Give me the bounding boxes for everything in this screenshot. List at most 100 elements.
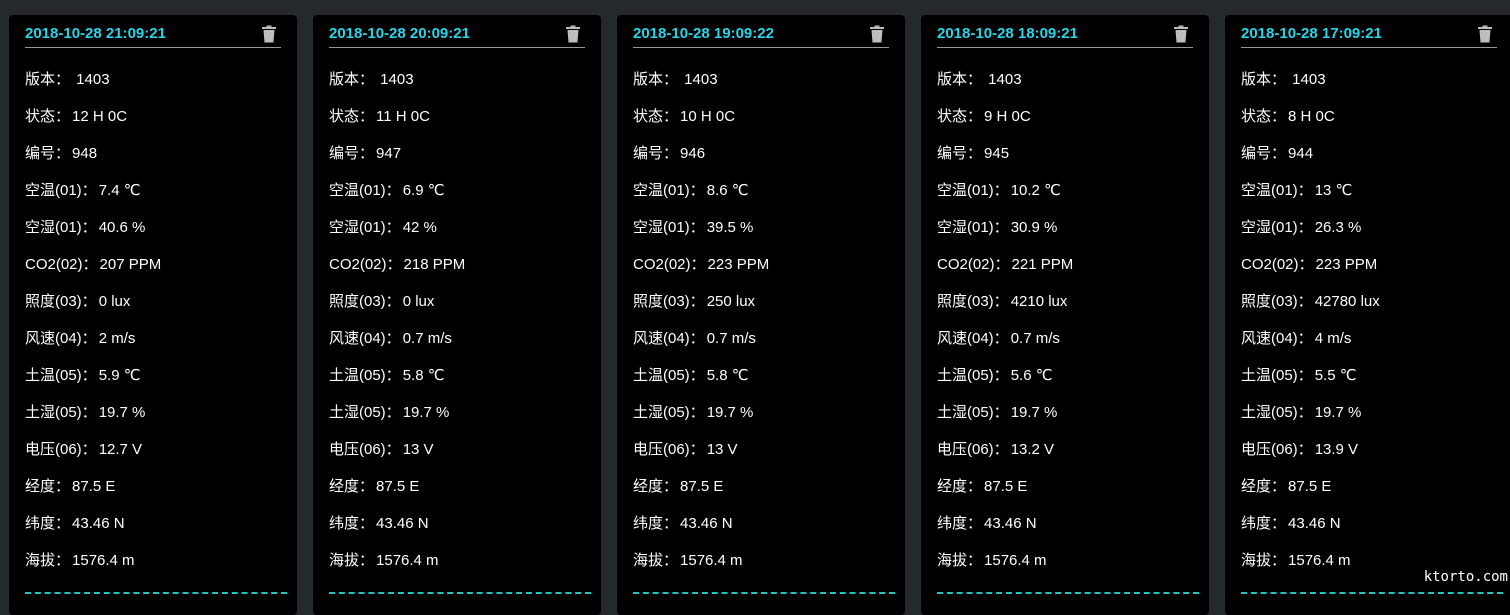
field-label: 风速(04)： — [937, 330, 1009, 347]
field-row: 编号： 948 — [25, 144, 281, 181]
field-row: 海拔： 1576.4 m — [329, 551, 585, 588]
field-label: CO2(02)： — [937, 256, 1010, 273]
trash-icon[interactable] — [565, 25, 581, 43]
field-row: 版本： 1403 — [329, 70, 585, 107]
field-list: 版本： 1403 状态： 8 H 0C 编号： 944 空温(01)： 13 ℃ 空湿(01)… — [1241, 70, 1497, 588]
trash-icon[interactable] — [869, 25, 885, 43]
field-label: 空湿(01)： — [633, 219, 705, 236]
field-row: 土温(05)： 5.9 ℃ — [25, 366, 281, 403]
field-value: 10 H 0C — [680, 108, 736, 125]
field-label: 土湿(05)： — [937, 404, 1009, 421]
field-label: 电压(06)： — [1241, 441, 1313, 458]
field-value: 218 PPM — [403, 256, 466, 273]
field-row: 状态： 10 H 0C — [633, 107, 889, 144]
field-value: 26.3 % — [1314, 219, 1362, 236]
timestamp: 2018-10-28 18:09:21 — [937, 25, 1078, 42]
field-label: 土湿(05)： — [1241, 404, 1313, 421]
trash-icon[interactable] — [1173, 25, 1189, 43]
field-value: 1403 — [680, 71, 718, 88]
field-label: 空湿(01)： — [25, 219, 97, 236]
field-label: 土温(05)： — [937, 367, 1009, 384]
field-value: 42 % — [402, 219, 437, 236]
field-value: 4 m/s — [1314, 330, 1352, 347]
field-value: 4210 lux — [1010, 293, 1068, 310]
field-label: 纬度： — [937, 515, 983, 532]
field-value: 223 PPM — [707, 256, 770, 273]
field-label: 海拔： — [633, 552, 679, 569]
card-bottom-divider — [329, 592, 591, 594]
field-label: 纬度： — [633, 515, 679, 532]
field-value: 250 lux — [706, 293, 756, 310]
field-label: 电压(06)： — [25, 441, 97, 458]
field-value: 12.7 V — [98, 441, 143, 458]
field-label: 版本： — [329, 71, 375, 88]
field-value: 13.9 V — [1314, 441, 1359, 458]
field-value: 8.6 ℃ — [706, 182, 749, 199]
field-value: 1576.4 m — [1288, 552, 1351, 569]
field-value: 19.7 % — [98, 404, 146, 421]
field-label: 风速(04)： — [633, 330, 705, 347]
field-row: 编号： 945 — [937, 144, 1193, 181]
field-row: 电压(06)： 13 V — [633, 440, 889, 477]
field-value: 13 V — [706, 441, 738, 458]
field-value: 1403 — [376, 71, 414, 88]
field-value: 0.7 m/s — [706, 330, 756, 347]
field-label: 版本： — [633, 71, 679, 88]
trash-icon[interactable] — [261, 25, 277, 43]
field-row: 状态： 9 H 0C — [937, 107, 1193, 144]
field-value: 1576.4 m — [72, 552, 135, 569]
field-row: 电压(06)： 13.2 V — [937, 440, 1193, 477]
record-card: 2018-10-28 18:09:21 版本： 1403 状态： 9 H 0C 编号：… — [921, 15, 1209, 615]
field-row: 风速(04)： 0.7 m/s — [937, 329, 1193, 366]
field-label: 电压(06)： — [937, 441, 1009, 458]
field-label: 照度(03)： — [633, 293, 705, 310]
field-value: 43.46 N — [1288, 515, 1341, 532]
field-label: 空温(01)： — [633, 182, 705, 199]
field-row: 状态： 11 H 0C — [329, 107, 585, 144]
field-label: 编号： — [937, 145, 983, 162]
field-row: 编号： 944 — [1241, 144, 1497, 181]
field-row: 土温(05)： 5.5 ℃ — [1241, 366, 1497, 403]
field-label: 空温(01)： — [1241, 182, 1313, 199]
field-value: 1576.4 m — [680, 552, 743, 569]
field-row: 空湿(01)： 39.5 % — [633, 218, 889, 255]
field-label: 经度： — [25, 478, 71, 495]
field-row: 土湿(05)： 19.7 % — [937, 403, 1193, 440]
field-row: 经度： 87.5 E — [1241, 477, 1497, 514]
field-list: 版本： 1403 状态： 11 H 0C 编号： 947 空温(01)： 6.9 ℃ 空湿(0… — [329, 70, 585, 588]
field-label: 空湿(01)： — [937, 219, 1009, 236]
field-label: 编号： — [633, 145, 679, 162]
field-row: 版本： 1403 — [25, 70, 281, 107]
field-row: 纬度： 43.46 N — [25, 514, 281, 551]
field-label: 海拔： — [25, 552, 71, 569]
trash-icon[interactable] — [1477, 25, 1493, 43]
field-value: 19.7 % — [706, 404, 754, 421]
field-value: 43.46 N — [680, 515, 733, 532]
field-value: 87.5 E — [376, 478, 420, 495]
field-value: 1576.4 m — [376, 552, 439, 569]
field-value: 87.5 E — [680, 478, 724, 495]
field-label: 状态： — [937, 108, 983, 125]
field-row: 土温(05)： 5.8 ℃ — [329, 366, 585, 403]
record-card: 2018-10-28 20:09:21 版本： 1403 状态： 11 H 0C 编号… — [313, 15, 601, 615]
field-value: 13 ℃ — [1314, 182, 1353, 199]
field-value: 43.46 N — [984, 515, 1037, 532]
field-label: 空温(01)： — [329, 182, 401, 199]
field-value: 43.46 N — [376, 515, 429, 532]
field-value: 0 lux — [402, 293, 435, 310]
field-value: 43.46 N — [72, 515, 125, 532]
field-label: 海拔： — [329, 552, 375, 569]
field-label: 纬度： — [25, 515, 71, 532]
field-row: 照度(03)： 42780 lux — [1241, 292, 1497, 329]
card-header: 2018-10-28 21:09:21 — [25, 15, 281, 48]
field-value: 5.8 ℃ — [402, 367, 445, 384]
field-value: 1403 — [1288, 71, 1326, 88]
field-row: CO2(02)： 221 PPM — [937, 255, 1193, 292]
field-value: 944 — [1288, 145, 1314, 162]
card-bottom-divider — [937, 592, 1199, 594]
field-row: 纬度： 43.46 N — [1241, 514, 1497, 551]
field-row: 风速(04)： 0.7 m/s — [329, 329, 585, 366]
field-value: 19.7 % — [1010, 404, 1058, 421]
field-label: 经度： — [937, 478, 983, 495]
field-value: 19.7 % — [402, 404, 450, 421]
